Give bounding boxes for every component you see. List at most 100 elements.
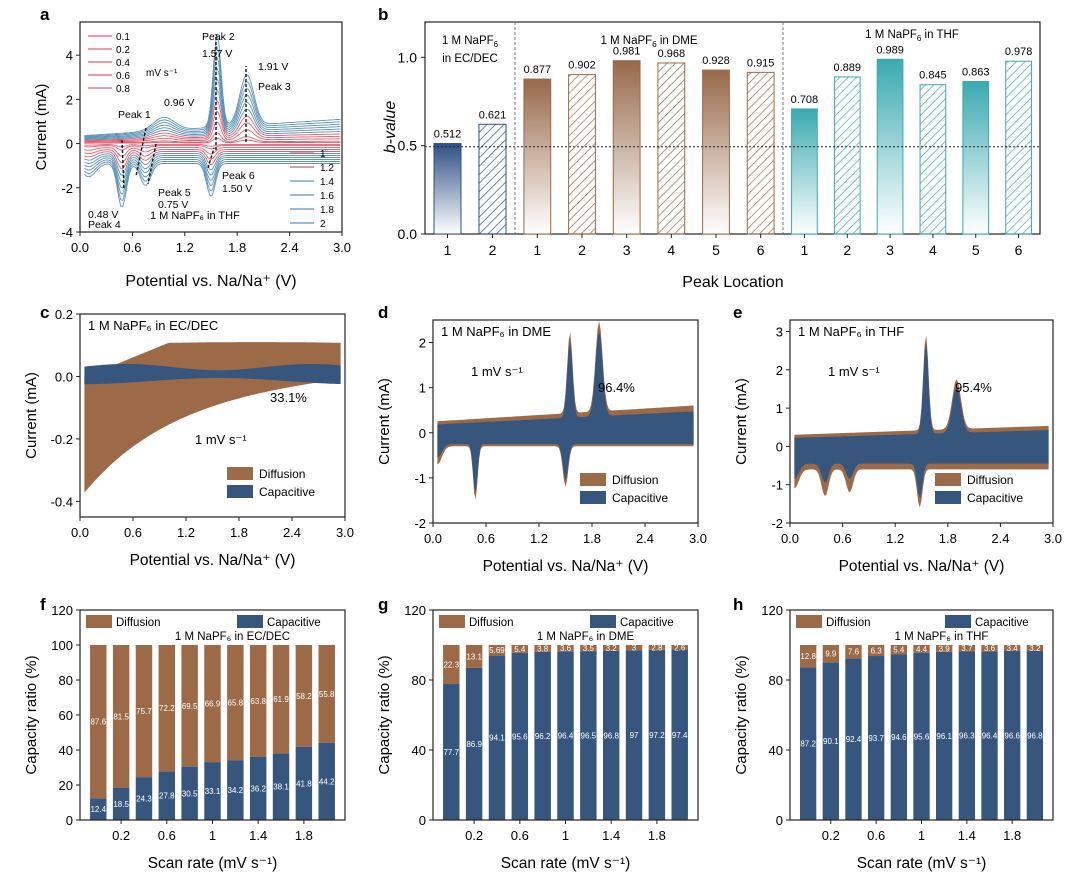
x-tick-label: 2: [843, 242, 851, 258]
diffusion-value-label: 61.9: [273, 695, 289, 704]
capacitive-bar: [534, 651, 551, 820]
peak-4-potential: 0.48 V: [88, 209, 118, 221]
capacitive-value-label: 90.1: [823, 737, 839, 746]
panel-letter-g: g: [378, 595, 388, 614]
panel-letter-a: a: [40, 5, 50, 24]
diffusion-bar: [443, 645, 460, 685]
y-tick-label: 1: [776, 401, 783, 416]
capacitive-value-label: 95.6: [512, 732, 528, 741]
group-label: 1 M NaPF6 in THF: [865, 29, 959, 43]
panel-letter-d: d: [378, 303, 388, 322]
x-tick-label: 6: [757, 242, 765, 258]
panel-title: 1 M NaPF₆ in THF: [798, 324, 904, 339]
diffusion-bar: [867, 645, 885, 657]
capacitive-value-label: 96.3: [959, 732, 975, 741]
y-axis-label: Current (mA): [376, 378, 393, 465]
capacitive-bar: [822, 662, 839, 820]
diffusion-value-label: 3.5: [583, 644, 595, 653]
diffusion-bar: [913, 645, 930, 653]
legend-label: 0.2: [116, 45, 130, 56]
capacitive-value-label: 38.1: [273, 783, 289, 792]
peak-1-label: Peak 1: [118, 109, 151, 121]
diffusion-bar: [272, 645, 290, 754]
capacitive-bar: [112, 787, 130, 820]
capacitive-value-label: 87.2: [800, 740, 816, 749]
b-value-bar: [791, 108, 818, 235]
capacitive-bar: [1026, 650, 1044, 820]
diffusion-bar: [90, 645, 107, 799]
legend-label: Capacitive: [975, 617, 1029, 629]
x-tick-label: 2.4: [281, 240, 299, 255]
capacitive-area: [437, 330, 694, 493]
panel-letter-b: b: [378, 5, 388, 24]
cv-curve-cathodic: [84, 145, 341, 151]
panel-title: 1 M NaPF₆ in EC/DEC: [175, 631, 290, 643]
x-tick-label: 1.8: [230, 525, 248, 540]
y-tick-label: 2: [419, 336, 426, 351]
diffusion-bar: [648, 645, 666, 650]
plot-frame: [432, 319, 699, 524]
capacitive-value-label: 96.2: [535, 732, 551, 741]
x-tick-label: 1.2: [530, 531, 548, 546]
legend-label: Capacitive: [259, 485, 315, 499]
b-value-label: 0.978: [1005, 46, 1033, 58]
capacitive-bar: [249, 756, 267, 820]
y-axis-label: Capacity ratio (%): [376, 655, 393, 774]
diffusion-value-label: 3.2: [1029, 644, 1041, 653]
capacitive-value-label: 96.6: [1004, 731, 1020, 740]
diffusion-value-label: 5.69: [489, 646, 505, 655]
panel-letter-h: h: [733, 595, 743, 614]
peak-2-potential: 1.57 V: [202, 48, 232, 60]
capacitive-bar: [227, 760, 244, 820]
x-axis-label: Potential vs. Na/Na⁺ (V): [130, 552, 296, 569]
legend-label: Capacitive: [612, 491, 668, 505]
diffusion-bar: [135, 645, 153, 778]
x-tick-label: 1.4: [602, 828, 620, 843]
legend-swatch: [580, 473, 606, 486]
axis-ticks: 1 2 1 2 3 4 5 6 1 2 3 4 5 6 0.0 0.5 1.0: [398, 49, 1023, 258]
legend-swatch: [935, 491, 961, 504]
capacitive-value-label: 96.1: [936, 732, 952, 741]
y-axis-label: Capacity ratio (%): [23, 655, 40, 774]
cv-curve-anodic: [84, 110, 341, 142]
capacitive-value-label: 24.3: [136, 795, 152, 804]
y-tick-label: 1: [419, 381, 426, 396]
y-tick-label: 0: [66, 813, 73, 828]
group-labels: 1 M NaPF6 in EC/DEC 1 M NaPF6 in DME 1 M Na…: [442, 29, 959, 65]
peak-6-potential: 1.50 V: [222, 183, 252, 195]
diffusion-value-label: 5.4: [514, 645, 526, 654]
capacitive-bar: [318, 742, 335, 820]
capacitive-value-label: 97.4: [672, 731, 688, 740]
capacitive-value-label: 93.7: [868, 734, 884, 743]
diffusion-bar: [318, 645, 335, 743]
b-value-bar: [523, 78, 552, 235]
x-tick-label: 1.8: [583, 531, 601, 546]
peak-5-potential: 0.75 V: [158, 199, 188, 211]
x-tick-label: 0.2: [822, 828, 840, 843]
capacitive-bar: [648, 649, 666, 820]
legend-label: Capacitive: [967, 491, 1023, 505]
diffusion-bar: [671, 645, 688, 650]
legend-label: 0.8: [116, 84, 130, 95]
x-tick-label: 1: [444, 242, 452, 258]
cv-curve-anodic: [84, 66, 341, 139]
capacitive-bar: [671, 649, 688, 820]
diffusion-bar: [1026, 645, 1044, 651]
diffusion-value-label: 3.2: [606, 644, 618, 653]
peak-1-potential: 0.96 V: [164, 97, 194, 109]
capacitive-value-label: 41.8: [296, 779, 312, 788]
x-tick-label: 3.0: [689, 531, 707, 546]
capacitive-value-label: 18.5: [113, 800, 129, 809]
b-value-bar: [962, 81, 990, 235]
y-tick-label: 80: [412, 673, 426, 688]
y-axis-label: b-value: [382, 101, 399, 154]
capacitive-bar: [580, 651, 597, 820]
legend-label: Diffusion: [612, 473, 658, 487]
diffusion-bar: [557, 645, 574, 652]
panel-title: 1 M NaPF₆ in EC/DEC: [88, 318, 218, 333]
b-value-bar: [612, 60, 641, 235]
x-tick-label: 1: [918, 828, 925, 843]
y-tick-label: 0: [419, 426, 426, 441]
panel-a-cv-curves: 0.0 0.6 1.2 1.8 2.4 3.0 -4 -2 0 2 4 Current (mA) P…: [33, 21, 351, 290]
